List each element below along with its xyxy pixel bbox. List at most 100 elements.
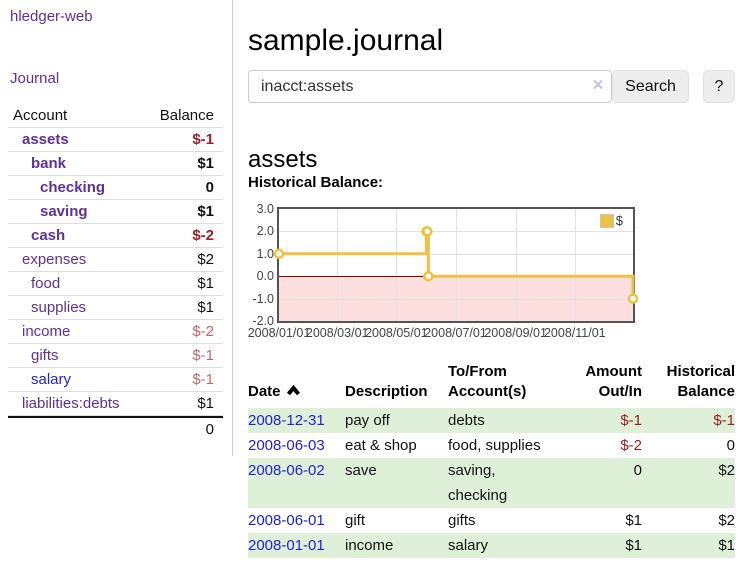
header-accounts: To/From Account(s) (448, 363, 527, 400)
chart-title: Historical Balance: (248, 174, 384, 191)
search-input[interactable] (248, 70, 612, 103)
register-table: Date Description To/From Account(s) Amoun… (248, 360, 735, 558)
account-tree-header: Account Balance (8, 104, 223, 128)
account-tree-total-row: 0 (8, 416, 223, 441)
transaction-balance: $-1 (713, 412, 735, 429)
account-balance: $-2 (192, 227, 214, 244)
register-row: 2008-06-01 gift gifts $1 $2 (248, 508, 735, 533)
account-link-income[interactable]: income (22, 323, 71, 340)
transaction-date-link[interactable]: 2008-06-02 (248, 462, 325, 479)
x-axis-tick: 2008/07/01 (424, 326, 487, 340)
search-button[interactable]: Search (612, 70, 689, 103)
y-axis-tick: 2.0 (256, 224, 274, 239)
clear-search-icon[interactable]: × (592, 75, 604, 96)
register-header-row: Date Description To/From Account(s) Amoun… (248, 360, 735, 408)
header-balance: Historical Balance (666, 363, 735, 400)
transaction-description: pay off (345, 412, 390, 429)
transaction-description: gift (345, 512, 366, 529)
account-balance: $-1 (192, 371, 214, 388)
total-balance: 0 (205, 421, 214, 438)
transaction-description: eat & shop (345, 437, 417, 454)
account-link-expenses[interactable]: expenses (22, 251, 87, 268)
y-axis-tick: -1.0 (252, 291, 274, 306)
x-axis-tick: 2008/01/01 (247, 326, 311, 340)
balance-column-header: Balance (159, 107, 214, 124)
legend-swatch (599, 213, 614, 228)
sidebar-account-row: cash $-2 (8, 224, 223, 248)
sidebar-account-row: expenses $2 (8, 248, 223, 272)
y-axis-tick: 1.0 (256, 246, 274, 261)
account-link-supplies[interactable]: supplies (31, 299, 87, 316)
balance-line-series (273, 226, 639, 304)
account-link-gifts[interactable]: gifts (31, 347, 59, 364)
help-button[interactable]: ? (703, 70, 735, 103)
v-gridline (574, 209, 576, 321)
transaction-date-link[interactable]: 2008-06-03 (248, 437, 325, 454)
transaction-date-link[interactable]: 2008-06-01 (248, 512, 325, 529)
transaction-amount: $1 (625, 537, 642, 554)
transaction-description: income (345, 537, 394, 554)
x-axis-tick: 2008/09/01 (484, 326, 547, 340)
header-amount: Amount Out/In (585, 363, 642, 400)
sidebar-account-row: gifts $-1 (8, 344, 223, 368)
sidebar-account-row: food $1 (8, 272, 223, 296)
account-column-header: Account (13, 107, 68, 124)
header-description: Description (345, 383, 428, 400)
account-balance: $-1 (192, 347, 214, 364)
register-row: 2008-12-31 pay off debts $-1 $-1 (248, 408, 735, 433)
account-link-cash[interactable]: cash (31, 227, 66, 244)
x-axis-tick: 2008/03/01 (305, 326, 369, 340)
transaction-accounts: food, supplies (448, 437, 541, 454)
y-axis-tick: 3.0 (256, 202, 274, 216)
sidebar-account-row: checking 0 (8, 176, 223, 200)
page-title: sample.journal (248, 24, 444, 58)
account-link-bank[interactable]: bank (31, 155, 67, 172)
app-brand-link[interactable]: hledger-web (10, 8, 93, 25)
account-link-checking[interactable]: checking (40, 179, 106, 196)
sidebar-account-row: salary $-1 (8, 368, 223, 392)
sidebar-account-row: assets $-1 (8, 128, 223, 152)
v-gridline (515, 209, 517, 321)
y-axis-tick: -2.0 (252, 314, 274, 328)
v-gridline (337, 209, 339, 321)
sidebar-account-row: saving $1 (8, 200, 223, 224)
transaction-balance: $2 (718, 512, 735, 529)
legend-label: $ (615, 213, 623, 228)
sidebar-account-row: bank $1 (8, 152, 223, 176)
account-link-food[interactable]: food (31, 275, 61, 292)
sidebar-account-row: income $-2 (8, 320, 223, 344)
v-gridline (396, 209, 398, 321)
account-balance: $-2 (192, 323, 214, 340)
header-date[interactable]: Date (248, 360, 345, 408)
transaction-date-link[interactable]: 2008-01-01 (248, 537, 325, 554)
account-link-salary[interactable]: salary (31, 371, 72, 388)
account-balance: $1 (197, 395, 214, 412)
account-link-liabilities-debts[interactable]: liabilities:debts (22, 395, 120, 412)
transaction-balance: $1 (718, 537, 735, 554)
transaction-accounts: saving, checking (448, 462, 508, 504)
account-link-saving[interactable]: saving (40, 203, 88, 220)
transaction-accounts: debts (448, 412, 485, 429)
account-heading: assets (248, 145, 318, 173)
transaction-amount: $1 (625, 512, 642, 529)
v-gridline (455, 209, 457, 321)
x-axis-tick: 2008/05/01 (365, 326, 428, 340)
account-link-assets[interactable]: assets (22, 131, 69, 148)
transaction-amount: $-2 (620, 437, 642, 454)
account-balance: $-1 (192, 131, 214, 148)
transaction-date-link[interactable]: 2008-12-31 (248, 412, 325, 429)
nav-journal-link[interactable]: Journal (10, 70, 60, 87)
x-axis-tick: 2008/11/01 (543, 326, 606, 340)
sort-asc-icon (286, 385, 300, 396)
transaction-amount: 0 (633, 462, 642, 479)
sidebar-account-row: supplies $1 (8, 296, 223, 320)
account-balance: $1 (197, 155, 214, 172)
register-row: 2008-01-01 income salary $1 $1 (248, 533, 735, 558)
account-tree: Account Balance assets $-1 bank $1 checking 0… (8, 104, 223, 441)
transaction-accounts: salary (448, 537, 489, 554)
transaction-amount: $-1 (620, 412, 642, 429)
historical-balance-chart: $ 3.0 2.0 1.0 0.0 -1.0 -2.0 2008/01/01 2008/03… (248, 202, 742, 344)
register-row: 2008-06-03 eat & shop food, supplies $-2 0 (248, 433, 735, 458)
transaction-accounts: gifts (448, 512, 476, 529)
account-balance: $1 (197, 299, 214, 316)
